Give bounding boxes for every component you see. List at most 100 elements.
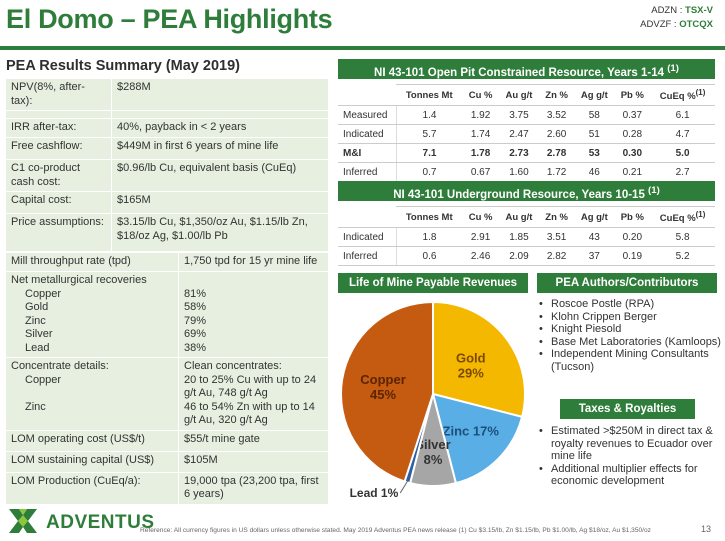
row-value: 40%, payback in < 2 years bbox=[111, 118, 329, 138]
table-row: Free cashflow: $449M in first 6 years of … bbox=[5, 137, 329, 160]
pie-slice-gold bbox=[432, 300, 526, 419]
reference-footnote: Reference: All currency figures in US do… bbox=[140, 527, 651, 534]
logo-mark-icon bbox=[9, 509, 37, 533]
pie-value-copper: 45% bbox=[370, 387, 396, 402]
list-item: Roscoe Postle (RPA) bbox=[537, 298, 722, 311]
recoveries-label: Net metallurgical recoveries Copper Gold… bbox=[5, 271, 179, 358]
ticker-symbols: ADZN : TSX-V ADVZF : OTCQX bbox=[640, 4, 713, 32]
adventus-logo: ADVENTUS bbox=[6, 504, 154, 538]
col-header: Cu % bbox=[462, 83, 499, 107]
ticker-tsxv: ADZN : TSX-V bbox=[651, 5, 713, 16]
underground-table: Tonnes Mt Cu % Au g/t Zn % Ag g/t Pb % C… bbox=[338, 205, 715, 267]
table-row: Capital cost: $165M bbox=[5, 191, 329, 214]
table-row: Inferred 0.7 0.67 1.60 1.72 46 0.21 2.7 bbox=[338, 162, 715, 183]
row-label: Price assumptions: bbox=[5, 213, 112, 252]
title-divider bbox=[0, 46, 725, 50]
concentrate-values: Clean concentrates: 20 to 25% Cu with up… bbox=[178, 357, 329, 431]
table-row: NPV(8%, after-tax): $288M bbox=[5, 78, 329, 111]
page-number: 13 bbox=[700, 524, 711, 534]
pie-slice-zinc bbox=[431, 392, 524, 485]
list-item: Base Met Laboratories (Kamloops) bbox=[537, 336, 722, 349]
open-pit-header: NI 43-101 Open Pit Constrained Resource,… bbox=[338, 59, 715, 79]
underground-header: NI 43-101 Underground Resource, Years 10… bbox=[338, 181, 715, 201]
table-header-row: Tonnes Mt Cu % Au g/t Zn % Ag g/t Pb % C… bbox=[338, 83, 715, 107]
taxes-header: Taxes & Royalties bbox=[560, 399, 695, 419]
table-row: Net metallurgical recoveries Copper Gold… bbox=[5, 271, 329, 358]
row-value: $0.96/lb Cu, equivalent basis (CuEq) bbox=[111, 159, 329, 192]
table-row: LOM Production (CuEq/a): 19,000 tpa (23,2… bbox=[5, 471, 329, 505]
row-value: $3.15/lb Cu, $1,350/oz Au, $1.15/lb Zn, … bbox=[111, 213, 329, 252]
taxes-list: Estimated >$250M in direct tax & royalty… bbox=[537, 425, 717, 488]
ticker-otcqx: ADVZF : OTCQX bbox=[640, 19, 713, 30]
row-value: $55/t mine gate bbox=[178, 429, 329, 452]
table-header-row: Tonnes Mt Cu % Au g/t Zn % Ag g/t Pb % C… bbox=[338, 205, 715, 229]
table-row: Concentrate details: Copper Zinc Clean c… bbox=[5, 357, 329, 431]
table-row: Price assumptions: $3.15/lb Cu, $1,350/oz… bbox=[5, 213, 329, 252]
list-item: Estimated >$250M in direct tax & royalty… bbox=[537, 425, 717, 463]
row-label: NPV(8%, after-tax): bbox=[5, 78, 112, 111]
col-header: Au g/t bbox=[498, 205, 540, 229]
list-item: Independent Mining Consultants (Tucson) bbox=[537, 348, 722, 373]
row-value: $449M in first 6 years of mine life bbox=[111, 137, 329, 160]
list-item: Klohn Crippen Berger bbox=[537, 311, 722, 324]
authors-list: Roscoe Postle (RPA) Klohn Crippen Berger… bbox=[537, 298, 722, 373]
col-header: Tonnes Mt bbox=[396, 83, 463, 107]
col-header: CuEq %(1) bbox=[650, 83, 715, 107]
row-label: Mill throughput rate (tpd) bbox=[5, 252, 179, 272]
col-header: Zn % bbox=[539, 205, 575, 229]
table-row: M&I 7.1 1.78 2.73 2.78 53 0.30 5.0 bbox=[338, 143, 715, 164]
page-title: El Domo – PEA Highlights bbox=[6, 4, 333, 34]
table-row: Indicated 5.7 1.74 2.47 2.60 51 0.28 4.7 bbox=[338, 124, 715, 145]
row-value: 1,750 tpd for 15 yr mine life bbox=[178, 252, 329, 272]
pie-label-lead: Lead 1% bbox=[350, 486, 399, 500]
col-header: Au g/t bbox=[498, 83, 540, 107]
col-header: Cu % bbox=[462, 205, 499, 229]
list-item: Knight Piesold bbox=[537, 323, 722, 336]
authors-header: PEA Authors/Contributors bbox=[537, 273, 717, 293]
row-label: Free cashflow: bbox=[5, 137, 112, 160]
pie-label-copper: Copper bbox=[360, 372, 406, 387]
col-header: Ag g/t bbox=[574, 205, 615, 229]
table-row: LOM operating cost (US$/t) $55/t mine gat… bbox=[5, 429, 329, 452]
table-row: C1 co-product cash cost: $0.96/lb Cu, equ… bbox=[5, 159, 329, 192]
col-header: Zn % bbox=[539, 83, 575, 107]
pie-slice-copper bbox=[340, 300, 434, 483]
list-item: Additional multiplier effects for econom… bbox=[537, 463, 717, 488]
pie-label-silver: Silver bbox=[415, 437, 450, 452]
logo-text: ADVENTUS bbox=[46, 512, 155, 533]
row-label: LOM Production (CuEq/a): bbox=[5, 471, 179, 505]
table-row: Inferred 0.6 2.46 2.09 2.82 37 0.19 5.2 bbox=[338, 246, 715, 267]
table-row: Indicated 1.8 2.91 1.85 3.51 43 0.20 5.8 bbox=[338, 227, 715, 248]
row-label: LOM sustaining capital (US$) bbox=[5, 450, 179, 473]
row-label: Capital cost: bbox=[5, 191, 112, 214]
table-row bbox=[5, 110, 329, 119]
row-label: IRR after-tax: bbox=[5, 118, 112, 138]
recoveries-values: 81% 58% 79% 69% 38% bbox=[178, 271, 329, 358]
revenues-header: Life of Mine Payable Revenues bbox=[338, 273, 528, 293]
summary-table-financials: NPV(8%, after-tax): $288M IRR after-tax: 4… bbox=[5, 78, 329, 252]
table-row: IRR after-tax: 40%, payback in < 2 years bbox=[5, 118, 329, 138]
row-label: C1 co-product cash cost: bbox=[5, 159, 112, 192]
table-row: Mill throughput rate (tpd) 1,750 tpd for … bbox=[5, 252, 329, 272]
pie-label-zinc: Zinc 17% bbox=[443, 424, 500, 439]
row-value: $288M bbox=[111, 78, 329, 111]
col-header: CuEq %(1) bbox=[650, 205, 715, 229]
table-row: LOM sustaining capital (US$) $105M bbox=[5, 450, 329, 473]
summary-title: PEA Results Summary (May 2019) bbox=[6, 58, 240, 74]
open-pit-table: Tonnes Mt Cu % Au g/t Zn % Ag g/t Pb % C… bbox=[338, 83, 715, 183]
col-header: Tonnes Mt bbox=[396, 205, 463, 229]
col-header: Pb % bbox=[614, 83, 651, 107]
concentrate-label: Concentrate details: Copper Zinc bbox=[5, 357, 179, 431]
pie-value-silver: 8% bbox=[424, 452, 443, 467]
col-header: Pb % bbox=[614, 205, 651, 229]
row-value: 19,000 tpa (23,200 tpa, first 6 years) bbox=[178, 471, 329, 505]
pie-leader-line bbox=[399, 480, 409, 494]
row-value: $105M bbox=[178, 450, 329, 473]
row-value: $165M bbox=[111, 191, 329, 214]
row-label: LOM operating cost (US$/t) bbox=[5, 429, 179, 452]
table-row: Measured 1.4 1.92 3.75 3.52 58 0.37 6.1 bbox=[338, 105, 715, 126]
summary-table-operations: Mill throughput rate (tpd) 1,750 tpd for … bbox=[5, 252, 329, 505]
pie-value-gold: 29% bbox=[458, 366, 484, 381]
col-header: Ag g/t bbox=[574, 83, 615, 107]
